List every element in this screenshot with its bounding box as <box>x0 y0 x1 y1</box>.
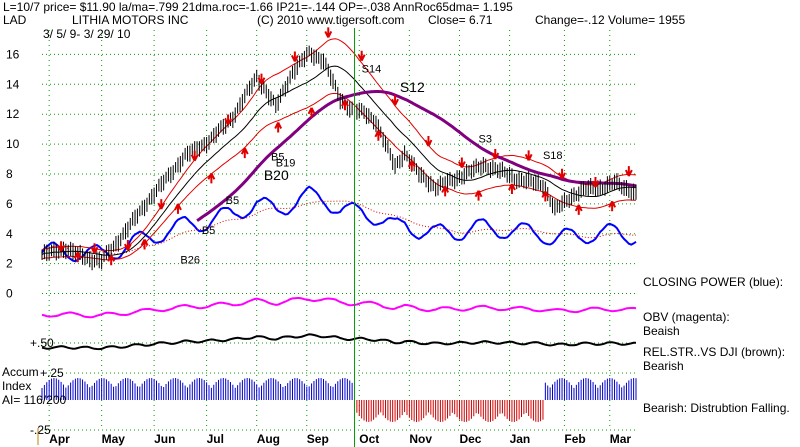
sell-arrow <box>391 95 399 106</box>
buy-arrow <box>207 172 216 184</box>
signal-label: S3 <box>479 134 492 146</box>
sell-arrow <box>357 50 366 62</box>
y-tick-label: 10 <box>6 137 20 151</box>
closing-power-label: CLOSING POWER (blue): <box>643 275 784 289</box>
indicator-tick-label: -.25 <box>30 423 51 437</box>
y-tick-label: 16 <box>6 47 20 61</box>
buy-arrow <box>274 122 283 133</box>
month-label: Jan <box>510 432 531 446</box>
date-range: 3/ 5/ 9- 3/ 29/ 10 <box>43 27 131 41</box>
copyright: (C) 2010 www.tigersoft.com <box>257 13 405 27</box>
signal-label: S14 <box>362 63 382 75</box>
lower-indicator-panel <box>41 185 637 422</box>
month-label: Dec <box>459 432 481 446</box>
month-label: Sep <box>307 432 329 446</box>
obv-line <box>41 297 637 319</box>
sell-arrow <box>157 199 166 210</box>
sell-arrow <box>491 149 500 160</box>
sell-arrow <box>290 51 299 62</box>
sell-arrow <box>324 27 333 38</box>
sell-arrow <box>524 150 533 161</box>
y-tick-label: 14 <box>6 77 20 91</box>
month-label: Nov <box>409 432 432 446</box>
buy-arrow <box>341 99 349 111</box>
month-label: Oct <box>359 432 379 446</box>
ma-placeholder <box>42 92 481 221</box>
buy-arrow <box>307 107 316 118</box>
accum-label-1: Accum <box>2 365 39 379</box>
buy-arrow <box>541 191 550 202</box>
stats-line: L=10/7 price= $11.90 la/ma=.799 21dma.ro… <box>3 0 513 14</box>
gridlines <box>42 30 636 431</box>
buy-arrow <box>574 204 583 215</box>
y-tick-label: 4 <box>6 227 13 241</box>
relstr-status: Bearish <box>643 359 684 373</box>
y-tick-label: 6 <box>6 197 13 211</box>
sell-arrow <box>558 168 566 180</box>
change-volume: Change=-.12 Volume= 1955 <box>535 13 686 27</box>
buy-arrow <box>474 190 483 201</box>
signal-label: S18 <box>543 150 563 162</box>
sell-arrow <box>224 114 232 125</box>
buy-arrow <box>374 130 383 141</box>
signal-label: B26 <box>180 255 200 267</box>
company-title: LITHIA MOTORS INC <box>72 13 189 27</box>
ma21-line <box>41 65 637 256</box>
signal-label: B20 <box>264 167 289 183</box>
lower-band <box>41 92 637 261</box>
buy-arrow <box>441 185 450 197</box>
sell-arrow <box>457 157 466 168</box>
sell-arrow <box>257 73 266 85</box>
signal-label: B5 <box>202 225 215 237</box>
buy-arrow <box>608 200 617 212</box>
sell-arrow <box>57 241 65 252</box>
accum-label-2: Index <box>2 379 32 393</box>
ticker-symbol: LAD <box>3 13 27 27</box>
y-tick-label: 8 <box>6 167 13 181</box>
signal-label: B5 <box>226 195 239 207</box>
month-label: Mar <box>610 432 632 446</box>
close-value: Close= 6.71 <box>428 13 493 27</box>
signal-label: B5 <box>271 152 284 164</box>
closing-power-line <box>41 185 637 263</box>
buy-arrow <box>508 183 516 194</box>
closing-power-ma <box>41 200 637 255</box>
sell-arrow <box>424 136 433 147</box>
y-tick-label: 2 <box>6 257 13 271</box>
ma65-line <box>196 90 637 222</box>
buy-arrow <box>240 147 249 159</box>
buy-arrow <box>107 254 116 266</box>
indicator-tick-label: +.25 <box>40 366 64 380</box>
obv-status: Beaish <box>643 324 680 338</box>
y-tick-label: 0 <box>6 287 13 301</box>
sell-arrow <box>190 150 199 162</box>
buy-arrow <box>174 203 182 214</box>
sell-arrow <box>90 243 99 254</box>
month-label: Apr <box>49 432 70 446</box>
sell-arrow <box>624 166 633 177</box>
accum-label-3: AI= 116/200 <box>2 393 67 407</box>
obv-title: OBV (magenta): <box>643 310 730 324</box>
signal-label: S12 <box>400 79 425 95</box>
month-label: Aug <box>257 432 280 446</box>
signal-label: B19 <box>276 158 296 170</box>
buy-arrow <box>407 160 416 171</box>
sell-arrow <box>123 240 132 251</box>
buy-arrow <box>140 239 149 250</box>
upper-band <box>41 38 637 251</box>
month-label: Jun <box>154 432 175 446</box>
relstr-line <box>41 333 637 351</box>
y-tick-label: 12 <box>6 107 20 121</box>
bearish-note: Bearish: Distrubtion Falling. <box>643 401 790 415</box>
indicator-tick-label: +.50 <box>30 336 54 350</box>
month-label: Feb <box>564 432 585 446</box>
month-label: May <box>102 432 126 446</box>
month-label: Jul <box>207 432 224 446</box>
relstr-title: REL.STR..VS DJI (brown): <box>643 345 786 359</box>
sell-arrow <box>591 177 600 188</box>
buy-arrow <box>73 251 82 263</box>
